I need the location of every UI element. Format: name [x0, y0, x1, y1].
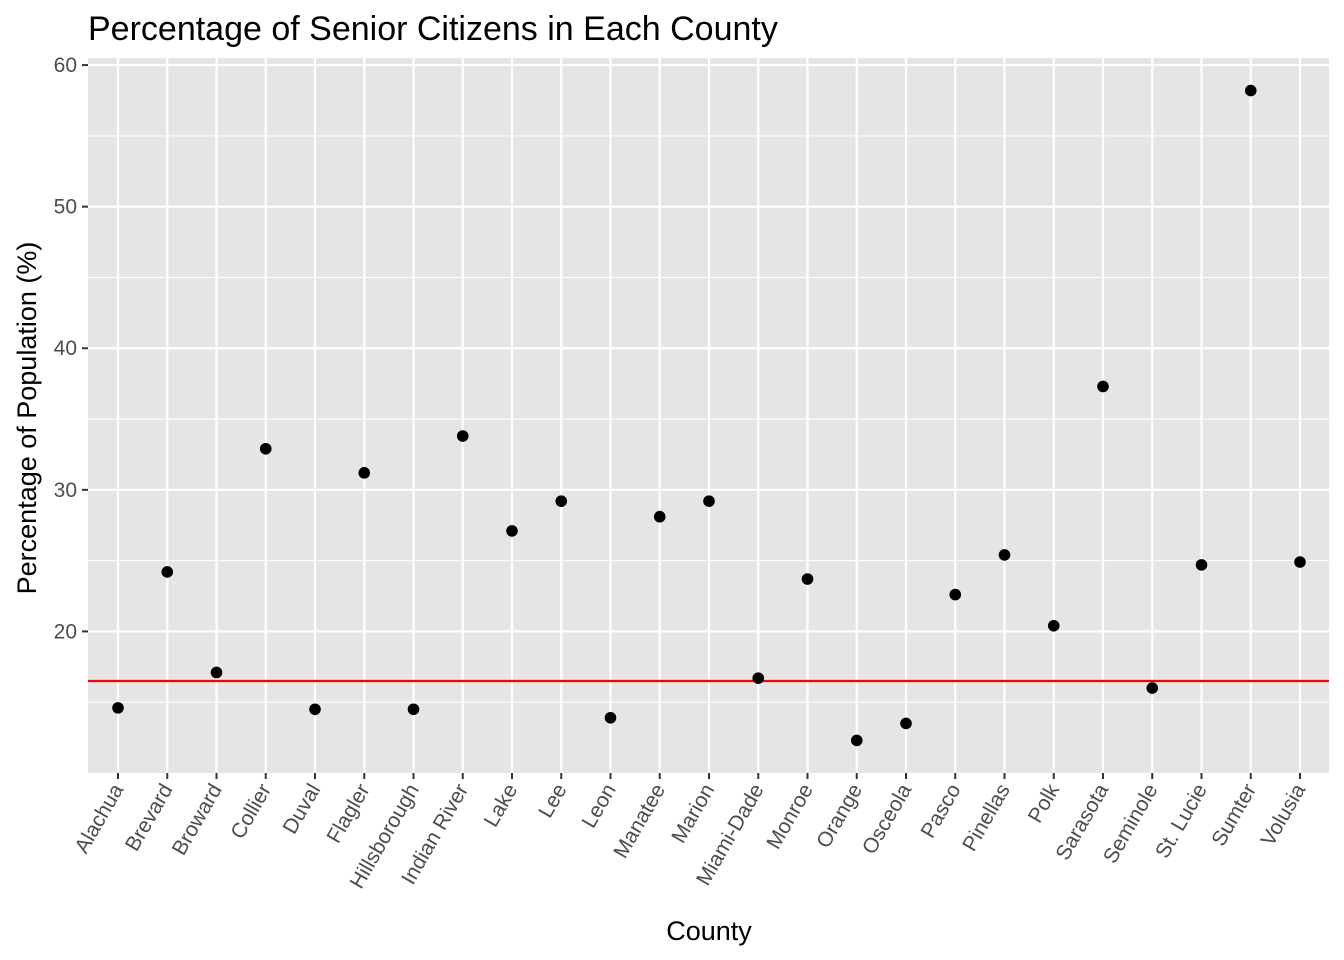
x-tick-label: Monroe	[762, 780, 818, 853]
x-tick-label: Leon	[578, 780, 621, 832]
data-point	[407, 703, 420, 716]
data-point	[998, 549, 1011, 561]
x-tick-label: Polk	[1024, 780, 1065, 827]
y-tick-label: 20	[54, 620, 77, 643]
data-point	[1146, 682, 1159, 694]
data-point	[949, 588, 962, 601]
chart-title: Percentage of Senior Citizens in Each Co…	[88, 10, 778, 48]
x-tick-label: Flagler	[323, 780, 375, 847]
data-point	[653, 510, 666, 523]
x-tick-label: Duval	[279, 780, 326, 838]
data-point	[1244, 84, 1257, 97]
y-axis-title: Percentage of Population (%)	[12, 242, 42, 595]
y-tick-label: 60	[54, 54, 77, 77]
x-tick-label: Orange	[812, 780, 867, 852]
x-tick-label: Lake	[480, 780, 523, 831]
data-point	[801, 573, 814, 585]
data-point	[456, 430, 469, 442]
x-tick-label: Sumter	[1207, 780, 1261, 850]
data-point	[259, 442, 272, 455]
x-tick-label: Volusia	[1257, 780, 1311, 850]
data-point	[1097, 380, 1109, 393]
x-tick-label: Lee	[534, 780, 571, 822]
data-point	[555, 495, 568, 507]
data-point	[506, 525, 518, 537]
data-point	[900, 717, 912, 730]
x-tick-label: Pasco	[916, 780, 965, 842]
data-point	[850, 734, 863, 747]
x-tick-label: Collier	[226, 780, 276, 843]
data-point	[703, 495, 715, 507]
data-point	[358, 467, 371, 479]
data-point	[161, 566, 174, 578]
x-tick-label: Pinellas	[958, 780, 1015, 855]
y-axis: 20 30 40 50 60	[54, 54, 88, 643]
y-tick-label: 40	[54, 337, 77, 360]
major-gridlines	[88, 58, 1329, 773]
x-axis-title: County	[666, 916, 752, 946]
x-tick-label: Marion	[667, 780, 719, 847]
data-point	[309, 703, 321, 716]
data-point	[210, 666, 223, 679]
data-point	[1294, 556, 1306, 568]
data-points	[112, 84, 1306, 747]
data-point	[1195, 559, 1208, 571]
y-tick-label: 30	[54, 479, 77, 502]
y-tick-label: 50	[54, 196, 77, 219]
x-tick-label: Alachua	[70, 780, 128, 857]
data-point	[1047, 619, 1060, 632]
data-point	[112, 702, 124, 714]
data-point	[604, 711, 617, 724]
data-point	[752, 672, 765, 684]
